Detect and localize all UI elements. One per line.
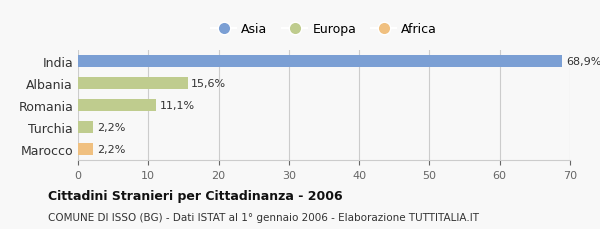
Bar — [78, 77, 188, 89]
Bar — [78, 55, 562, 68]
Text: 2,2%: 2,2% — [97, 144, 125, 154]
Text: 11,1%: 11,1% — [160, 100, 194, 110]
Text: Cittadini Stranieri per Cittadinanza - 2006: Cittadini Stranieri per Cittadinanza - 2… — [48, 189, 343, 202]
Text: 15,6%: 15,6% — [191, 78, 226, 88]
Text: 2,2%: 2,2% — [97, 122, 125, 132]
Bar — [78, 143, 94, 155]
Bar — [78, 121, 94, 133]
Text: COMUNE DI ISSO (BG) - Dati ISTAT al 1° gennaio 2006 - Elaborazione TUTTITALIA.IT: COMUNE DI ISSO (BG) - Dati ISTAT al 1° g… — [48, 212, 479, 222]
Text: 68,9%: 68,9% — [566, 56, 600, 66]
Legend: Asia, Europa, Africa: Asia, Europa, Africa — [206, 18, 442, 41]
Bar — [78, 99, 156, 111]
